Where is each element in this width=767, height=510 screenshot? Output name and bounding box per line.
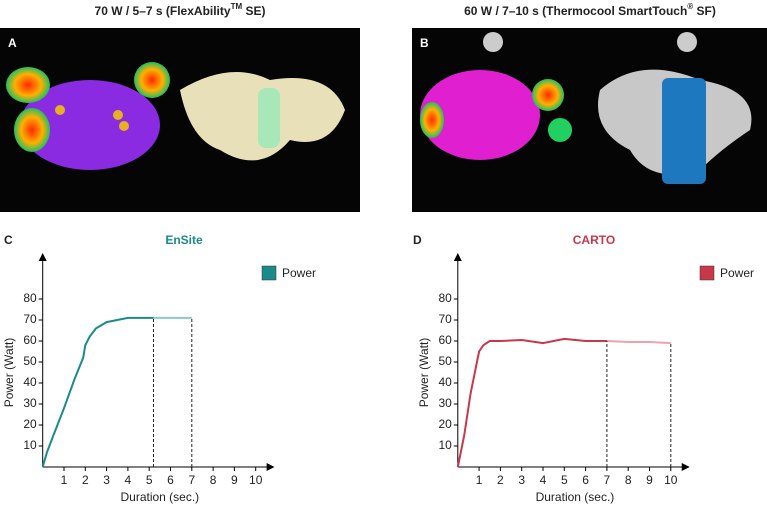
x-tick-label: 3: [518, 473, 525, 487]
x-tick-label: 4: [125, 473, 132, 487]
panel-letter: A: [8, 36, 17, 50]
y-tick-label: 30: [438, 396, 452, 410]
panel-letter: B: [420, 36, 429, 50]
y-tick-label: 50: [438, 354, 452, 368]
image-b: B: [412, 28, 767, 212]
chart-title: CARTO: [573, 233, 615, 247]
image-a: A: [0, 28, 360, 212]
x-tick-label: 5: [146, 473, 153, 487]
line-series: [456, 337, 607, 468]
x-tick-label: 6: [167, 473, 174, 487]
y-tick-label: 80: [438, 291, 452, 305]
y-tick-label: 70: [438, 312, 452, 326]
x-tick-label: 5: [561, 473, 568, 487]
x-tick-label: 7: [604, 473, 611, 487]
x-tick-label: 1: [476, 473, 483, 487]
y-tick-label: 40: [438, 375, 452, 389]
legend-label: Power: [720, 266, 754, 280]
y-tick-label: 60: [438, 333, 452, 347]
line-series: [41, 316, 154, 468]
x-tick-label: 10: [664, 473, 678, 487]
y-tick-label: 70: [23, 312, 37, 326]
x-tick-label: 7: [188, 473, 195, 487]
y-tick-label: 30: [23, 396, 37, 410]
x-tick-label: 9: [646, 473, 653, 487]
x-axis-label: Duration (sec.): [120, 490, 199, 504]
legend-swatch: [261, 265, 277, 281]
panel-title: 70 W / 5–7 s (FlexAbilityTM SE): [95, 2, 266, 18]
y-axis-label: Power (Watt): [417, 338, 431, 408]
x-tick-label: 2: [82, 473, 89, 487]
chart-title: EnSite: [165, 233, 203, 247]
x-tick-label: 10: [249, 473, 263, 487]
y-tick-label: 40: [23, 375, 37, 389]
x-tick-label: 3: [103, 473, 110, 487]
y-tick-label: 80: [23, 291, 37, 305]
legend-label: Power: [282, 266, 316, 280]
x-tick-label: 4: [540, 473, 547, 487]
x-axis-label: Duration (sec.): [536, 490, 615, 504]
x-tick-label: 1: [61, 473, 68, 487]
panel-letter: D: [413, 233, 422, 247]
x-tick-label: 2: [497, 473, 504, 487]
y-tick-label: 20: [438, 417, 452, 431]
x-tick-label: 8: [210, 473, 217, 487]
y-axis-label: Power (Watt): [2, 338, 16, 408]
legend-swatch: [699, 265, 715, 281]
panel-title: 60 W / 7–10 s (Thermocool SmartTouch® SF…: [464, 2, 716, 18]
y-tick-label: 50: [23, 354, 37, 368]
y-tick-label: 10: [438, 438, 452, 452]
x-tick-label: 9: [231, 473, 238, 487]
panel-letter: C: [4, 233, 13, 247]
y-tick-label: 20: [23, 417, 37, 431]
y-tick-label: 10: [23, 438, 37, 452]
x-tick-label: 8: [625, 473, 632, 487]
y-tick-label: 60: [23, 333, 37, 347]
x-tick-label: 6: [582, 473, 589, 487]
line-series: [606, 340, 671, 345]
